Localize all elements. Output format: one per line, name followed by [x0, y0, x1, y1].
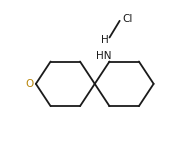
Text: HN: HN — [96, 51, 112, 61]
Text: Cl: Cl — [122, 14, 133, 24]
Text: H: H — [101, 35, 109, 45]
Text: O: O — [25, 79, 33, 89]
